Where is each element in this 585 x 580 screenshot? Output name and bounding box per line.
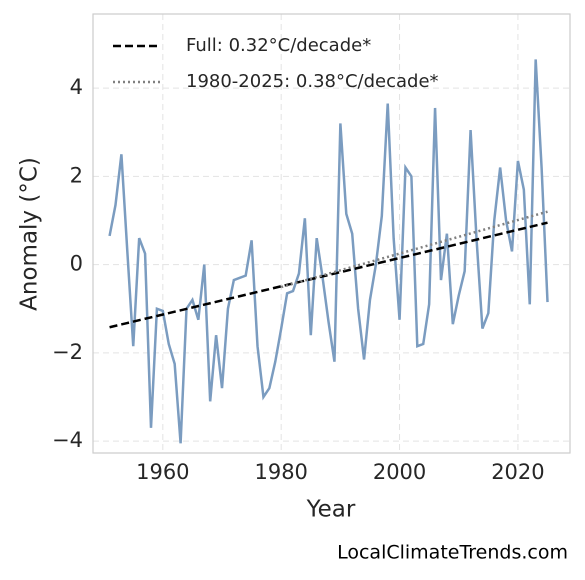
watermark: LocalClimateTrends.com	[337, 542, 568, 564]
x-tick-label: 2000	[373, 460, 426, 484]
x-tick-label: 2020	[491, 460, 544, 484]
plot-frame	[92, 13, 571, 454]
x-axis-label: Year	[306, 497, 356, 523]
y-axis-label: Anomaly (°C)	[17, 157, 43, 311]
series-line	[108, 59, 549, 444]
y-tick-label: −2	[52, 340, 83, 364]
series-line	[280, 210, 548, 289]
y-tick-label: 2	[70, 163, 83, 187]
series-line	[109, 221, 548, 329]
y-tick-label: 4	[70, 75, 83, 99]
legend-label: Full: 0.32°C/decade*	[186, 35, 371, 56]
y-tick-label: −4	[52, 428, 83, 452]
x-tick-label: 1980	[254, 460, 307, 484]
y-tick-label: 0	[70, 252, 83, 276]
legend-label: 1980-2025: 0.38°C/decade*	[186, 71, 439, 92]
x-tick-label: 1960	[136, 460, 189, 484]
